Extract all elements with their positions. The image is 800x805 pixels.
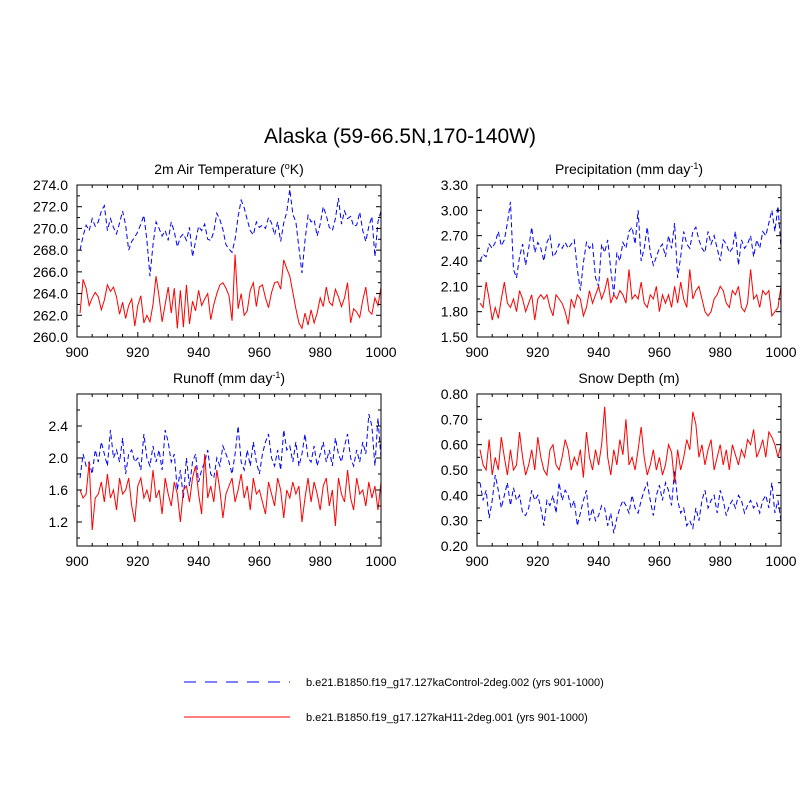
y-tick-label: 0.80 bbox=[441, 386, 468, 402]
legend-label-h11: b.e21.B1850.f19_g17.127kaH11-2deg.001 (y… bbox=[306, 712, 588, 724]
x-tick-label: 980 bbox=[709, 344, 733, 360]
x-tick-label: 900 bbox=[465, 553, 489, 569]
y-tick-label: 0.60 bbox=[441, 437, 468, 453]
y-tick-label: 270.0 bbox=[33, 220, 68, 236]
y-tick-label: 2.0 bbox=[49, 450, 69, 466]
x-tick-label: 920 bbox=[126, 553, 150, 569]
y-tick-label: 2.10 bbox=[441, 278, 468, 294]
x-tick-label: 980 bbox=[309, 344, 333, 360]
panel-snow-depth: Snow Depth (m) 900 920 940 960 980 1000 0.20 0.3… bbox=[441, 370, 797, 569]
y-tick-label: 274.0 bbox=[33, 177, 68, 193]
y-tick-label: 2.70 bbox=[441, 228, 468, 244]
y-tick-label: 272.0 bbox=[33, 199, 68, 215]
x-tick-label: 900 bbox=[65, 553, 89, 569]
x-tick-label: 960 bbox=[248, 344, 272, 360]
x-tick-label: 1000 bbox=[765, 344, 796, 360]
panel-title-precipitation: Precipitation (mm day-1) bbox=[555, 161, 703, 177]
y-tick-label: 260.0 bbox=[33, 329, 68, 345]
series-control-runoff bbox=[79, 413, 381, 499]
plot-frame-temperature bbox=[76, 184, 382, 338]
y-tick-label: 0.30 bbox=[441, 513, 468, 529]
x-tick-label: 1000 bbox=[365, 553, 396, 569]
series-H11-precipitation bbox=[479, 269, 781, 325]
y-tick-label: 1.80 bbox=[441, 304, 468, 320]
plot-frame-precipitation bbox=[476, 184, 782, 338]
figure-title: Alaska (59-66.5N,170-140W) bbox=[264, 125, 536, 148]
panel-title-temperature: 2m Air Temperature (oK) bbox=[154, 161, 303, 177]
panel-precipitation: Precipitation (mm day-1) 900 920 940 960 980 1… bbox=[441, 161, 797, 360]
x-tick-label: 940 bbox=[587, 553, 611, 569]
y-tick-label: 266.0 bbox=[33, 264, 68, 280]
series-H11-temperature bbox=[79, 254, 381, 330]
y-tick-label: 0.50 bbox=[441, 462, 468, 478]
x-tick-label: 920 bbox=[526, 344, 550, 360]
series-control-snow-depth bbox=[479, 469, 781, 534]
x-tick-label: 940 bbox=[187, 553, 211, 569]
x-tick-label: 940 bbox=[587, 344, 611, 360]
y-tick-label: 268.0 bbox=[33, 242, 68, 258]
panel-title-runoff: Runoff (mm day-1) bbox=[173, 370, 285, 386]
y-tick-label: 1.2 bbox=[49, 514, 69, 530]
series-H11-runoff bbox=[79, 453, 381, 531]
x-tick-label: 1000 bbox=[765, 553, 796, 569]
series-control-temperature bbox=[79, 189, 381, 277]
plot-frame-snow-depth bbox=[476, 393, 782, 547]
x-tick-label: 960 bbox=[648, 344, 672, 360]
x-tick-label: 920 bbox=[126, 344, 150, 360]
x-tick-label: 900 bbox=[465, 344, 489, 360]
x-tick-label: 980 bbox=[309, 553, 333, 569]
panels: 2m Air Temperature (oK) 900 920 940 960 980 10… bbox=[33, 161, 797, 569]
legend-label-control: b.e21.B1850.f19_g17.127kaControl-2deg.00… bbox=[306, 677, 604, 689]
y-tick-label: 1.50 bbox=[441, 329, 468, 345]
y-tick-label: 3.00 bbox=[441, 202, 468, 218]
y-tick-label: 0.70 bbox=[441, 411, 468, 427]
legend: b.e21.B1850.f19_g17.127kaControl-2deg.00… bbox=[184, 677, 604, 724]
panel-temperature: 2m Air Temperature (oK) 900 920 940 960 980 10… bbox=[33, 161, 397, 360]
x-tick-label: 960 bbox=[648, 553, 672, 569]
x-tick-label: 900 bbox=[65, 344, 89, 360]
panel-title-snow-depth: Snow Depth (m) bbox=[578, 370, 679, 386]
series-control-precipitation bbox=[479, 201, 781, 295]
y-tick-label: 0.20 bbox=[441, 538, 468, 554]
series-H11-snow-depth bbox=[479, 406, 781, 483]
x-tick-label: 960 bbox=[248, 553, 272, 569]
y-tick-label: 1.6 bbox=[49, 482, 69, 498]
y-tick-label: 3.30 bbox=[441, 177, 468, 193]
x-tick-label: 1000 bbox=[365, 344, 396, 360]
x-tick-label: 920 bbox=[526, 553, 550, 569]
x-tick-label: 980 bbox=[709, 553, 733, 569]
y-tick-label: 2.40 bbox=[441, 253, 468, 269]
panel-runoff: Runoff (mm day-1) 900 920 940 960 980 1000 1.2 1… bbox=[49, 370, 397, 569]
y-tick-label: 0.40 bbox=[441, 487, 468, 503]
x-tick-label: 940 bbox=[187, 344, 211, 360]
y-tick-label: 2.4 bbox=[49, 418, 69, 434]
y-tick-label: 262.0 bbox=[33, 307, 68, 323]
y-tick-label: 264.0 bbox=[33, 286, 68, 302]
